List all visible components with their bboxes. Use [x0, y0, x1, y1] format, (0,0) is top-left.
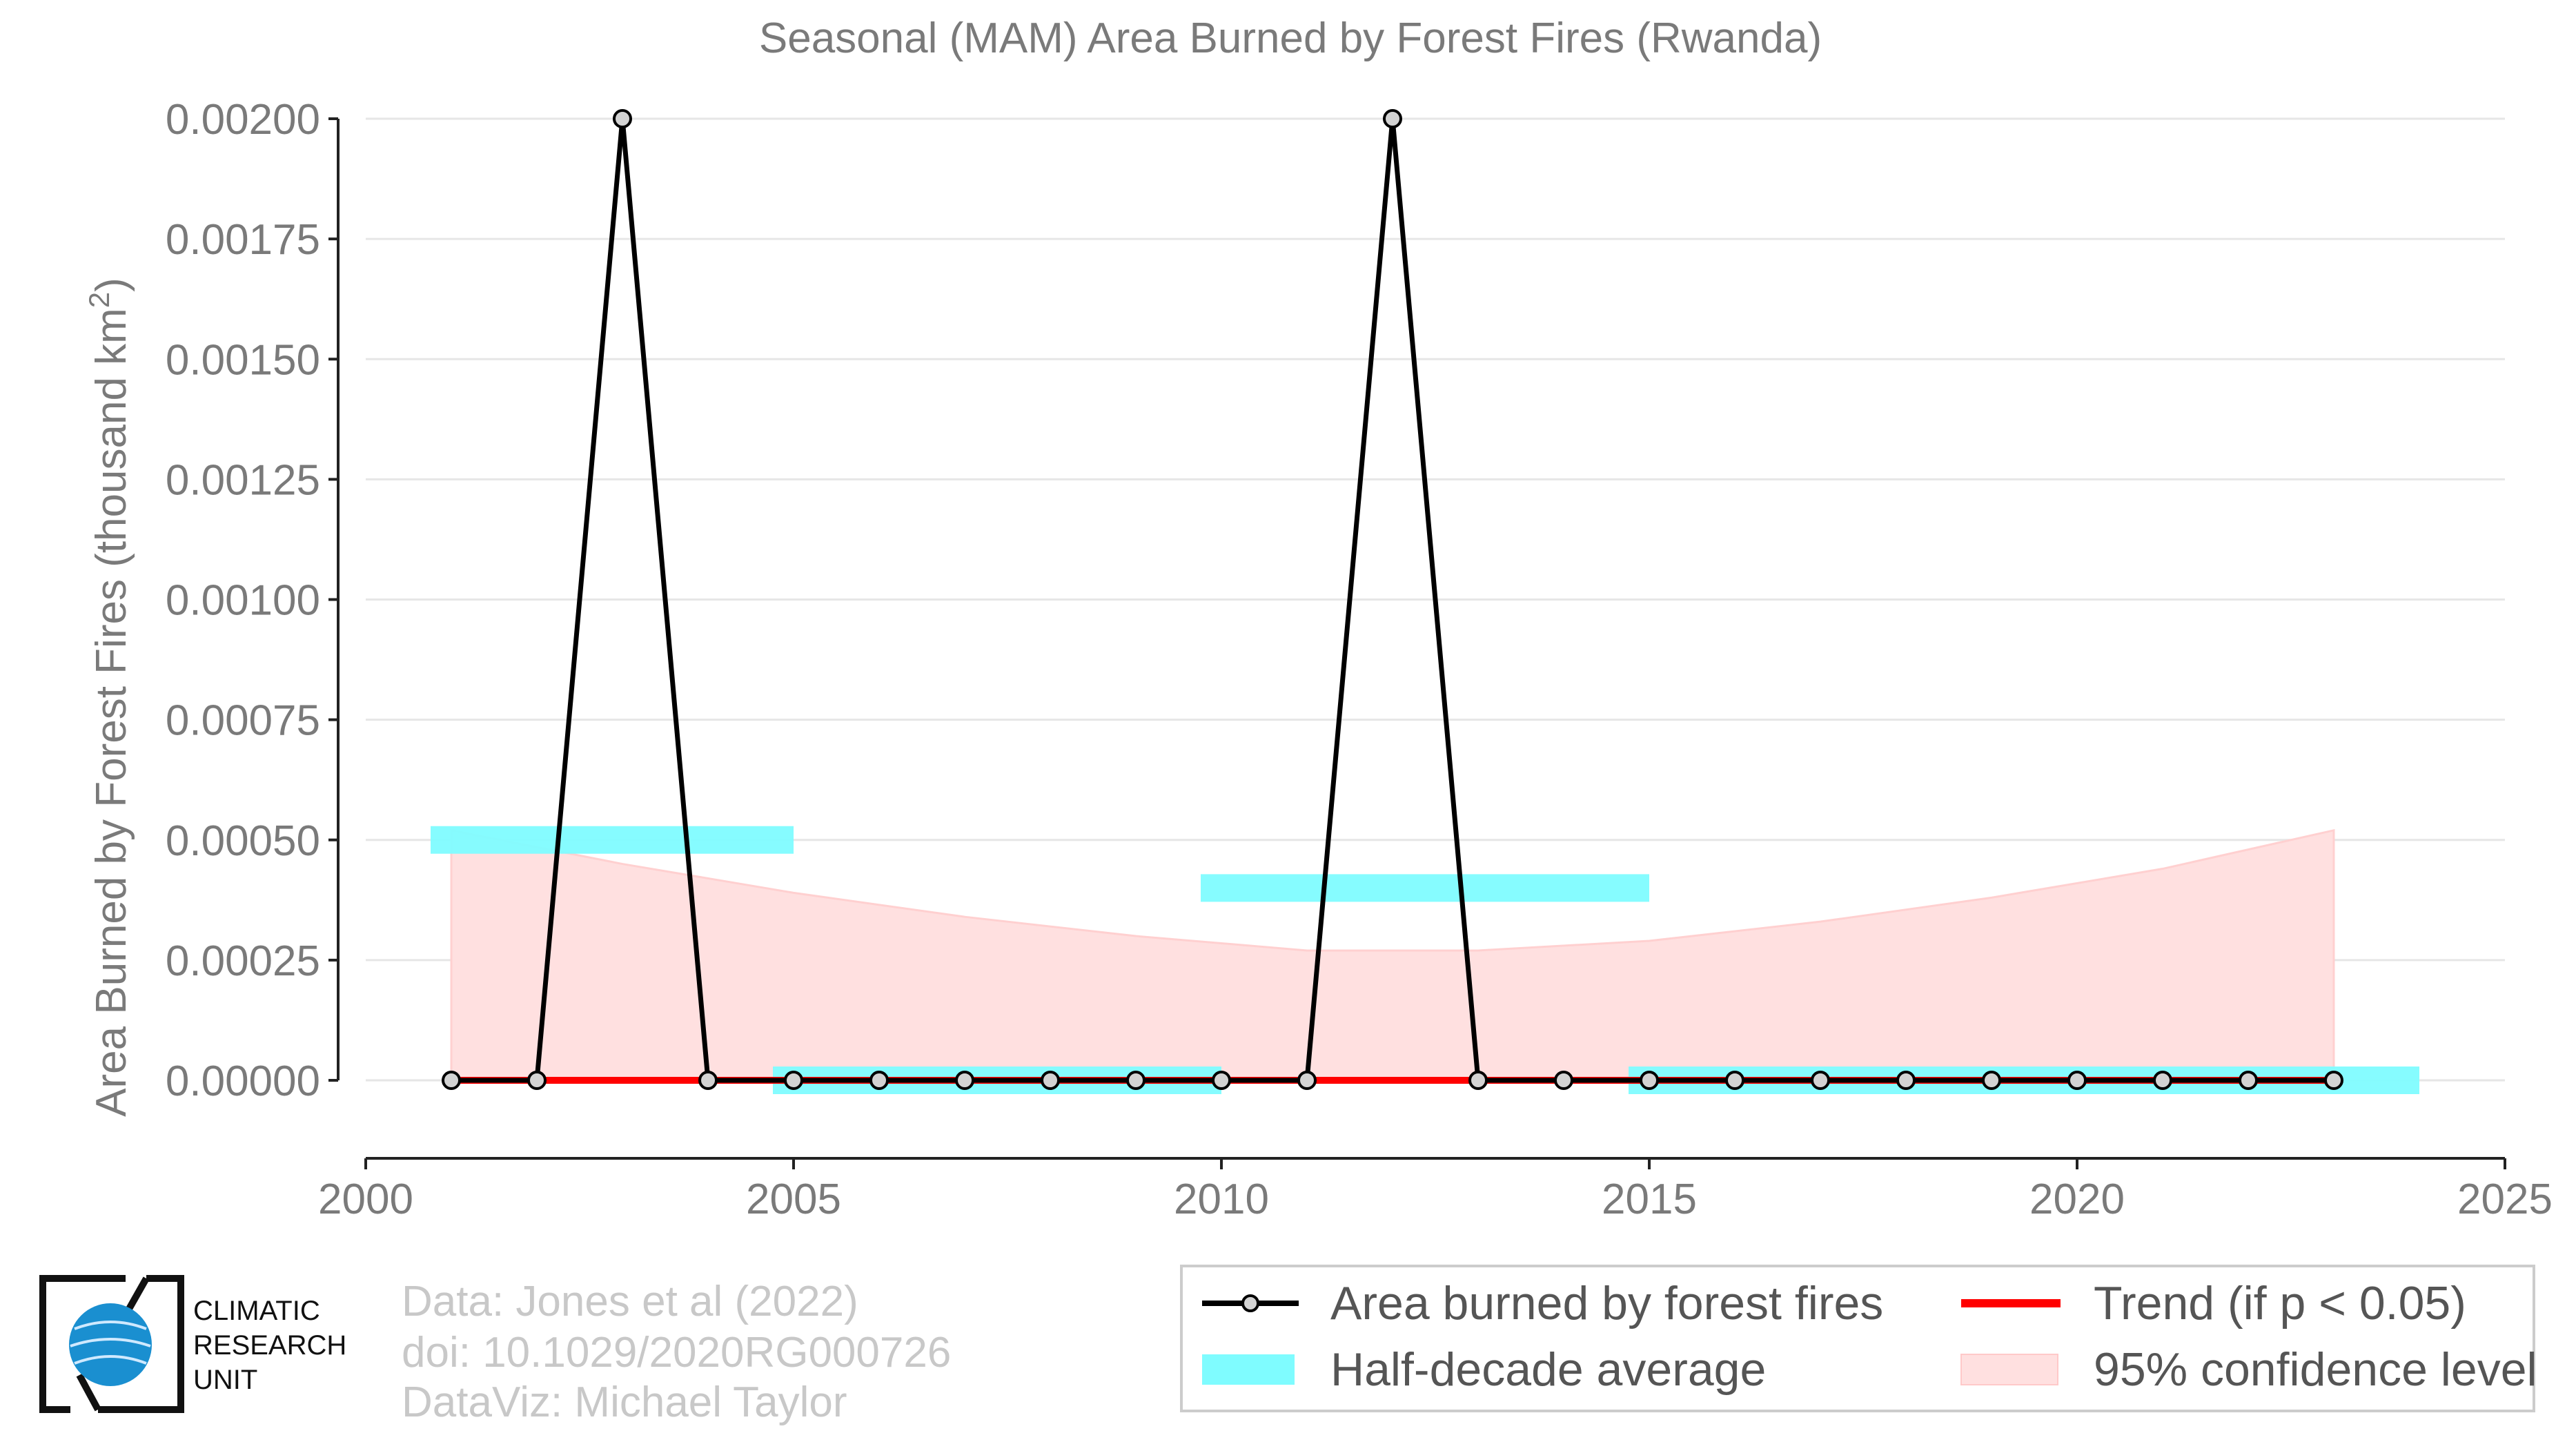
- data-point: [1126, 1071, 1146, 1090]
- data-point: [442, 1071, 461, 1090]
- y-tick-label: 0.00100: [166, 577, 320, 625]
- y-tick-label: 0.00150: [166, 336, 320, 384]
- data-point: [1725, 1071, 1744, 1090]
- data-point: [869, 1071, 889, 1090]
- globe-latitude-line: [70, 1321, 151, 1365]
- data-point: [1640, 1071, 1659, 1090]
- credit-data-source: Data: Jones et al (2022): [402, 1278, 858, 1325]
- y-tick-label: 0.00125: [166, 456, 320, 504]
- legend-label-trend: Trend (if p < 0.05): [2094, 1277, 2466, 1330]
- globe-icon: [69, 1303, 152, 1386]
- x-tick-label: 2015: [1602, 1176, 1697, 1223]
- x-tick-label: 2010: [1174, 1176, 1269, 1223]
- y-tick-label: 0.00025: [166, 937, 320, 985]
- logo-text-climatic: CLIMATIC: [193, 1296, 320, 1326]
- data-point: [955, 1071, 974, 1090]
- data-point: [1041, 1071, 1060, 1090]
- y-axis-label-close: ): [88, 277, 135, 292]
- data-point: [1554, 1071, 1573, 1090]
- logo-text-research: RESEARCH: [193, 1330, 346, 1361]
- confidence-band: [450, 828, 2335, 1082]
- data-point: [1896, 1071, 1916, 1090]
- data-point: [613, 109, 632, 128]
- data-point: [2324, 1071, 2343, 1090]
- data-point: [2067, 1071, 2087, 1090]
- data-point: [1297, 1071, 1317, 1090]
- data-series: [442, 109, 2343, 1090]
- legend-label-confidence: 95% confidence level: [2094, 1343, 2537, 1396]
- data-point: [1468, 1071, 1488, 1090]
- confidence-area: [450, 828, 2335, 1082]
- data-point: [1982, 1071, 2001, 1090]
- data-point: [1383, 109, 1402, 128]
- x-axis-ticks: 2000 2005 2010 2015 2020 2025: [318, 1158, 2553, 1223]
- data-point: [2153, 1071, 2172, 1090]
- chart-title: Seasonal (MAM) Area Burned by Forest Fir…: [759, 14, 1822, 62]
- logo-slash-bottom: [76, 1373, 101, 1412]
- logo-frame: [39, 1275, 184, 1413]
- y-tick-label: 0.00000: [166, 1058, 320, 1105]
- legend-swatch-half-decade: [1202, 1354, 1295, 1385]
- half-decade-bar: [431, 826, 794, 854]
- y-axis-label-main: Area Burned by Forest Fires (thousand km: [88, 308, 135, 1117]
- x-tick-label: 2000: [318, 1176, 413, 1223]
- y-axis-ticks: 0.00000 0.00025 0.00050 0.00075 0.00100 0.001…: [166, 96, 338, 1105]
- legend: Area burned by forest fires Trend (if p …: [1180, 1265, 2537, 1412]
- data-point: [1212, 1071, 1231, 1090]
- data-point: [527, 1071, 547, 1090]
- data-point: [2239, 1071, 2258, 1090]
- legend-label-half-decade: Half-decade average: [1330, 1343, 1766, 1396]
- y-tick-label: 0.00200: [166, 96, 320, 144]
- logo-text-unit: UNIT: [193, 1365, 257, 1395]
- legend-box: [1180, 1265, 2535, 1412]
- data-point: [1811, 1071, 1830, 1090]
- data-point: [698, 1071, 718, 1090]
- x-tick-label: 2020: [2029, 1176, 2125, 1223]
- legend-label-area-burned: Area burned by forest fires: [1330, 1277, 1883, 1330]
- y-tick-label: 0.00075: [166, 697, 320, 745]
- half-decade-bar: [1201, 874, 1649, 902]
- data-point: [784, 1071, 803, 1090]
- credit-dataviz: DataViz: Michael Taylor: [402, 1379, 847, 1426]
- x-tick-label: 2005: [746, 1176, 841, 1223]
- x-tick-label: 2025: [2457, 1176, 2553, 1223]
- y-axis-label-sup: 2: [83, 292, 115, 308]
- cru-logo: CLIMATIC RESEARCH UNIT: [39, 1275, 346, 1413]
- y-tick-label: 0.00175: [166, 216, 320, 264]
- credit-doi: doi: 10.1029/2020RG000726: [402, 1329, 951, 1376]
- y-tick-label: 0.00050: [166, 817, 320, 865]
- y-axis-label: Area Burned by Forest Fires (thousand km…: [83, 277, 135, 1117]
- legend-swatch-confidence: [1960, 1354, 2058, 1385]
- legend-swatch-area-burned-marker: [1241, 1294, 1259, 1312]
